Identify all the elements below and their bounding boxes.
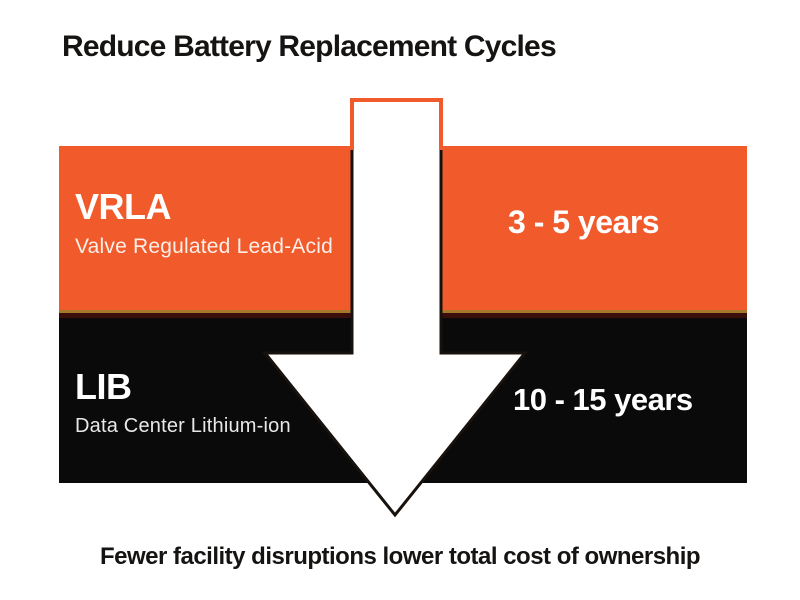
down-arrow-top-outline [350, 98, 443, 150]
vrla-band: VRLA Valve Regulated Lead-Acid 3 - 5 yea… [59, 146, 747, 310]
lib-full-name: Data Center Lithium-ion [75, 414, 291, 437]
page-title: Reduce Battery Replacement Cycles [62, 30, 557, 63]
lib-label-group: LIB Data Center Lithium-ion [75, 368, 291, 438]
lib-lifespan: 10 - 15 years [513, 382, 693, 417]
vrla-label-group: VRLA Valve Regulated Lead-Acid [75, 188, 333, 259]
caption: Fewer facility disruptions lower total c… [99, 543, 701, 570]
lib-band: LIB Data Center Lithium-ion 10 - 15 year… [59, 318, 747, 483]
lib-abbr: LIB [75, 366, 132, 407]
vrla-abbr: VRLA [75, 186, 171, 227]
vrla-full-name: Valve Regulated Lead-Acid [75, 234, 333, 258]
vrla-lifespan: 3 - 5 years [508, 204, 660, 240]
